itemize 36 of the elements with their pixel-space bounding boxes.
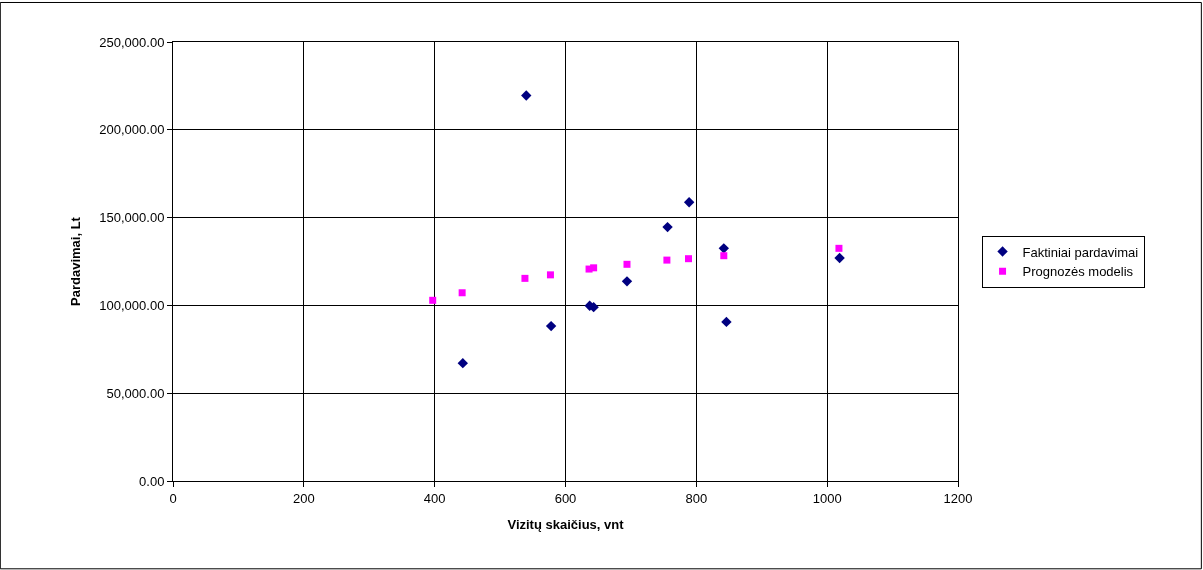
y-tick-label: 150,000.00 — [99, 210, 165, 226]
legend-label: Faktiniai pardavimai — [1022, 244, 1139, 260]
point — [835, 244, 843, 252]
point — [718, 243, 730, 254]
point — [720, 252, 728, 260]
y-tick-label: 250,000.00 — [99, 34, 165, 50]
point — [834, 252, 845, 264]
point — [458, 289, 466, 297]
point — [457, 357, 468, 369]
x-tick-label: 400 — [423, 490, 446, 506]
x-tick-label: 1200 — [943, 490, 973, 506]
point — [521, 274, 529, 282]
legend-label: Prognozės modelis — [1022, 264, 1134, 280]
y-tick-label: 200,000.00 — [99, 122, 165, 138]
point — [521, 90, 532, 101]
x-tick-label: 800 — [685, 490, 708, 506]
point — [683, 197, 695, 208]
x-tick-label: 200 — [292, 490, 315, 506]
point — [662, 221, 673, 233]
y-tick-label: 50,000.00 — [106, 385, 165, 401]
x-tick-label: 1000 — [812, 490, 842, 506]
point — [545, 320, 557, 332]
point — [684, 255, 692, 263]
x-tick-label: 600 — [554, 490, 577, 506]
y-tick-label: 0.00 — [139, 473, 165, 489]
x-axis-title: Vizitų skaičius, vnt — [507, 517, 625, 533]
point — [621, 276, 633, 287]
y-tick-label: 100,000.00 — [99, 297, 165, 313]
point — [590, 264, 598, 272]
y-axis-title: Pardavimai, Lt — [68, 216, 84, 306]
point — [429, 296, 437, 304]
point — [721, 316, 732, 328]
point — [663, 256, 671, 264]
point — [623, 260, 631, 268]
x-tick-label: 0 — [169, 490, 177, 506]
point — [546, 271, 554, 279]
